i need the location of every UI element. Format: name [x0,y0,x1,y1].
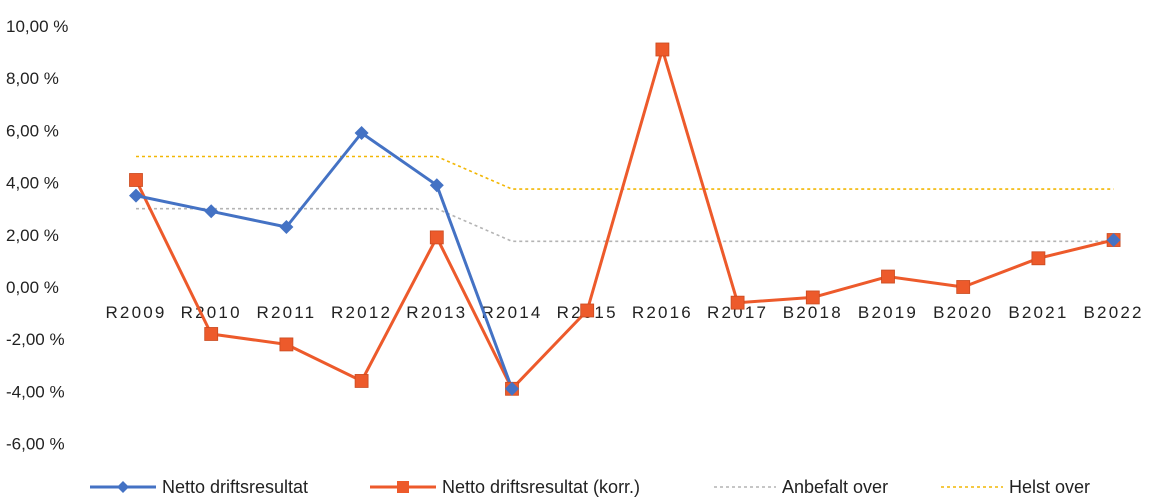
legend-label: Netto driftsresultat (korr.) [442,477,640,497]
y-tick-label: 10,00 % [6,17,68,36]
data-point-korr [956,280,971,294]
data-point-korr [429,230,444,245]
x-tick-label: B2021 [1008,303,1068,322]
y-tick-label: 4,00 % [6,174,59,193]
x-tick-label: R2010 [181,303,242,322]
x-tick-label: R2017 [707,303,768,322]
x-tick-label: R2011 [256,303,316,322]
x-tick-label: R2012 [331,303,392,322]
x-tick-label: R2016 [632,303,693,322]
data-point-korr [1031,251,1046,266]
y-tick-label: -6,00 % [6,435,65,454]
series-line-0 [135,131,514,390]
data-point-korr [805,290,820,305]
x-axis-ticks: R2009R2010R2011R2012R2013R2014R2015R2016… [105,303,1144,322]
y-tick-label: 8,00 % [6,69,59,88]
x-tick-label: B2018 [783,303,843,322]
data-point-korr [204,327,219,341]
x-tick-label: R2009 [105,303,166,322]
data-point-korr [730,295,745,310]
legend: Netto driftsresultat Netto driftsresultat… [90,477,1090,497]
data-point-korr [279,337,294,352]
data-point-korr [580,303,595,318]
legend-label: Anbefalt over [782,477,888,497]
y-axis-ticks: 10,00 % 8,00 % 6,00 % 4,00 % 2,00 % 0,00 % -2,… [6,17,68,454]
legend-marker-square [397,481,409,493]
data-point-netto [505,381,519,396]
series-lines [134,48,1114,391]
data-point-korr [881,269,895,284]
data-point-korr [354,374,369,388]
data-point-korr [655,42,670,57]
legend-label: Netto driftsresultat [162,477,308,497]
data-point-netto [354,126,369,141]
y-tick-label: 2,00 % [6,226,59,245]
data-point-netto [129,188,143,203]
series-markers [129,42,1121,396]
legend-label: Helst over [1009,477,1090,497]
x-tick-label: R2013 [406,303,467,322]
y-tick-label: 6,00 % [6,121,59,140]
x-tick-label: B2022 [1084,303,1144,322]
x-tick-label: B2019 [858,303,918,322]
series-line-2 [136,207,1114,243]
series-line-3 [136,155,1114,190]
data-point-netto [279,219,294,234]
data-point-netto [429,178,444,193]
y-tick-label: -4,00 % [6,382,65,401]
x-tick-label: B2020 [933,303,993,322]
data-point-netto [1106,233,1121,248]
x-tick-label: R2014 [481,303,542,322]
legend-marker-diamond [117,481,129,493]
y-tick-label: -2,00 % [6,330,65,349]
data-point-korr [129,173,143,187]
y-tick-label: 0,00 % [6,278,59,297]
data-point-netto [204,204,219,219]
series-line-1 [134,48,1114,391]
